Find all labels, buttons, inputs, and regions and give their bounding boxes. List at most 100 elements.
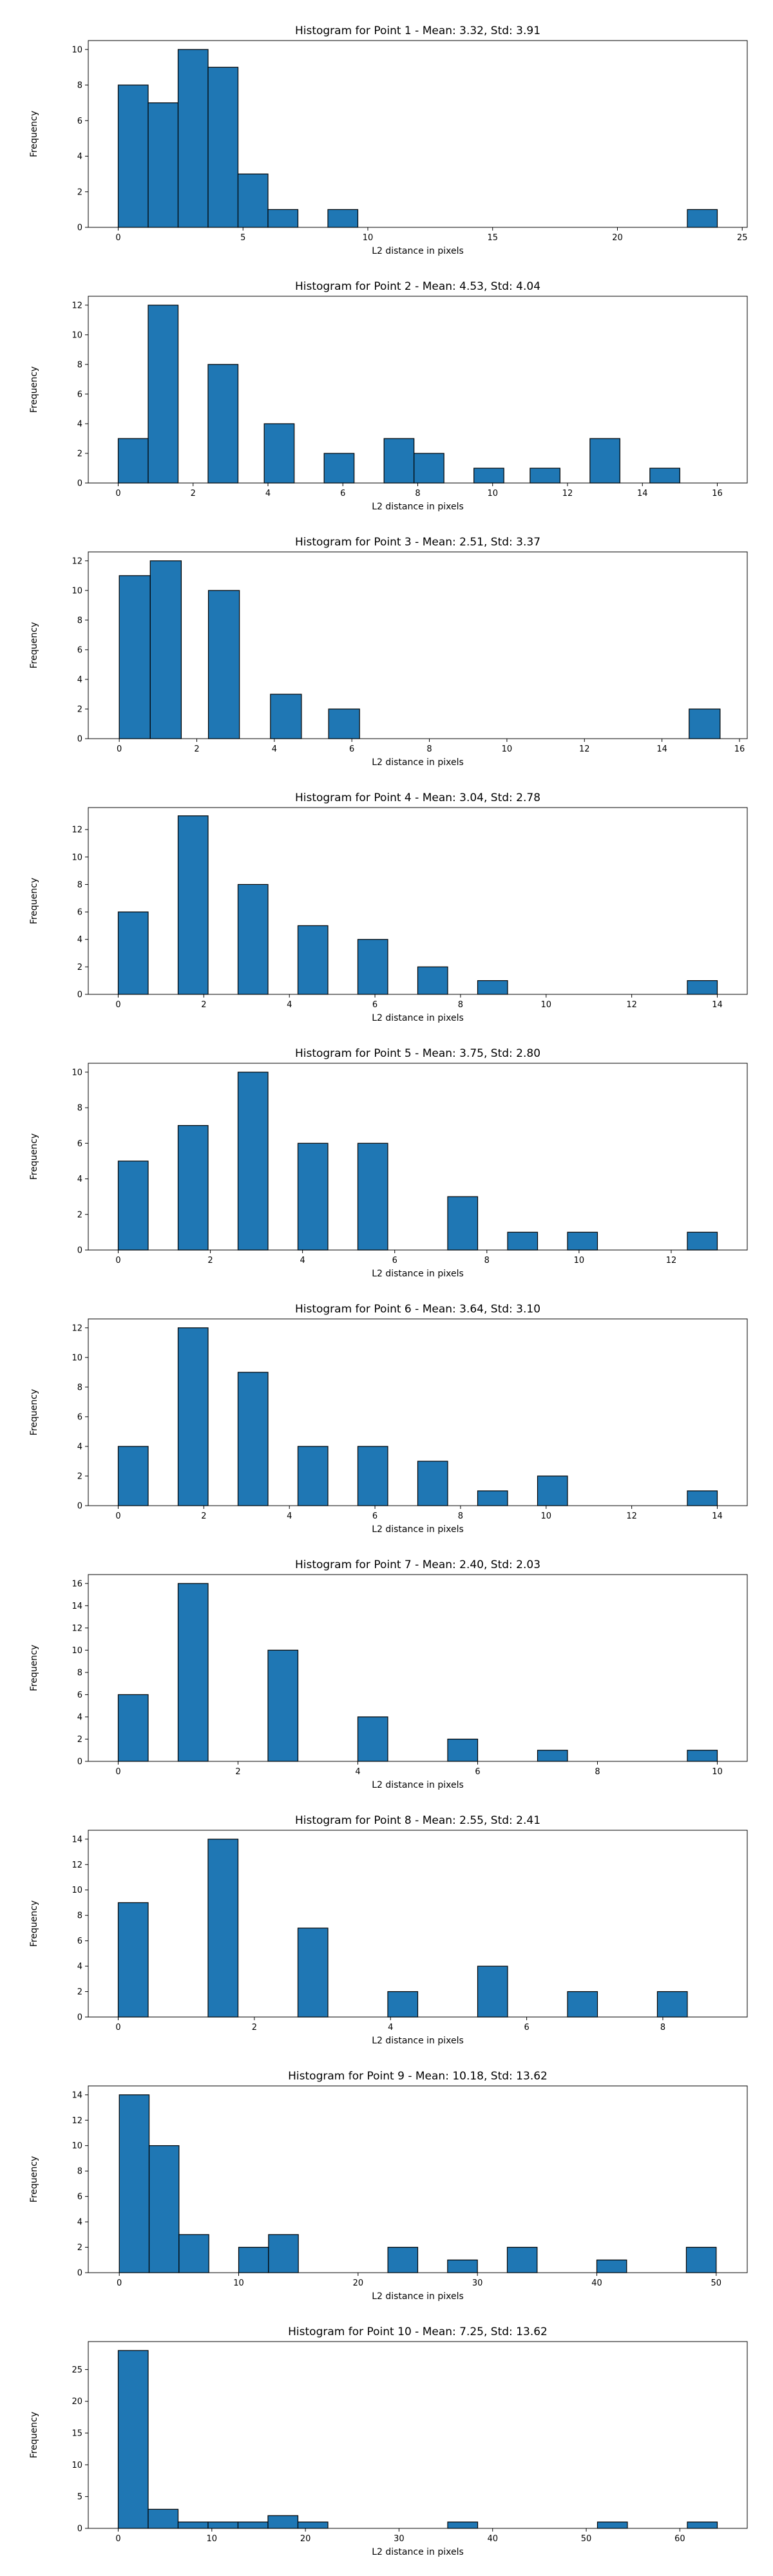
x-tick-label: 0 xyxy=(115,2023,120,2032)
histogram-bar xyxy=(119,2094,150,2273)
histogram-bar xyxy=(267,2515,299,2529)
histogram-bar xyxy=(117,1902,149,2018)
x-tick-label: 0 xyxy=(115,489,120,498)
plot-frame xyxy=(88,807,748,995)
x-tick-label: 8 xyxy=(484,1256,490,1265)
histogram-bar xyxy=(656,1991,688,2018)
x-tick-label: 10 xyxy=(502,744,513,754)
y-tick-label: 0 xyxy=(77,1246,82,1256)
histogram-bar xyxy=(537,1750,568,1762)
histogram-bar xyxy=(177,1125,209,1251)
x-tick-label: 10 xyxy=(541,1000,552,1010)
x-axis-label: L2 distance in pixels xyxy=(372,1013,464,1023)
histogram-bar xyxy=(649,468,680,484)
x-tick-label: 10 xyxy=(712,1767,723,1777)
y-tick-label: 0 xyxy=(77,735,82,744)
histogram-bar xyxy=(387,2246,419,2273)
x-tick-label: 6 xyxy=(475,1767,480,1777)
y-tick-label: 8 xyxy=(77,81,82,91)
chart-1: Histogram for Point 1 - Mean: 3.32, Std:… xyxy=(29,24,748,256)
x-axis-label: L2 distance in pixels xyxy=(372,2036,464,2046)
chart-title: Histogram for Point 8 - Mean: 2.55, Std:… xyxy=(295,1814,540,1827)
y-tick-label: 0 xyxy=(77,223,82,233)
x-tick-label: 6 xyxy=(372,1511,377,1521)
x-tick-label: 2 xyxy=(191,489,196,498)
histogram-bar xyxy=(117,84,149,228)
y-tick-label: 25 xyxy=(72,2365,82,2375)
y-tick-label: 10 xyxy=(72,1353,82,1363)
y-tick-label: 6 xyxy=(77,1412,82,1422)
plot-frame xyxy=(88,1830,748,2018)
y-tick-label: 15 xyxy=(72,2429,82,2439)
histogram-bar xyxy=(596,2259,627,2273)
y-tick-label: 14 xyxy=(72,1602,82,1611)
x-tick-label: 12 xyxy=(562,489,573,498)
histogram-bar xyxy=(447,2521,479,2529)
histogram-bar xyxy=(178,2234,209,2273)
chart-title: Histogram for Point 10 - Mean: 7.25, Std… xyxy=(288,2325,548,2338)
x-tick-label: 40 xyxy=(591,2278,602,2288)
x-axis-label: L2 distance in pixels xyxy=(372,1524,464,1535)
x-axis-label: L2 distance in pixels xyxy=(372,502,464,512)
x-tick-label: 10 xyxy=(574,1256,585,1265)
y-tick-label: 14 xyxy=(72,2090,82,2100)
histogram-bar xyxy=(417,1461,448,1506)
histogram-bar xyxy=(117,2350,149,2529)
histogram-bar xyxy=(237,1372,269,1506)
chart-4: Histogram for Point 4 - Mean: 3.04, Std:… xyxy=(29,791,748,1023)
x-tick-label: 8 xyxy=(595,1767,600,1777)
x-axis-label: L2 distance in pixels xyxy=(372,246,464,256)
histogram-bar xyxy=(177,2521,209,2529)
y-tick-label: 4 xyxy=(77,1442,82,1452)
plot-frame xyxy=(88,2341,748,2529)
x-tick-label: 0 xyxy=(117,2278,122,2288)
x-tick-label: 60 xyxy=(674,2534,685,2544)
y-tick-label: 12 xyxy=(72,2116,82,2126)
x-tick-label: 0 xyxy=(115,233,120,243)
histogram-bar xyxy=(567,1991,598,2018)
y-tick-label: 12 xyxy=(72,556,82,566)
x-tick-label: 30 xyxy=(394,2534,405,2544)
x-tick-label: 2 xyxy=(194,744,199,754)
plot-frame xyxy=(88,1063,748,1251)
histogram-bar xyxy=(687,1490,718,1506)
x-tick-label: 8 xyxy=(458,1000,463,1010)
x-tick-label: 10 xyxy=(207,2534,218,2544)
y-tick-label: 4 xyxy=(77,1712,82,1722)
x-tick-label: 14 xyxy=(656,744,667,754)
histogram-bar xyxy=(177,815,209,995)
histogram-bar xyxy=(297,2521,329,2529)
x-axis-label: L2 distance in pixels xyxy=(372,757,464,768)
histogram-bar xyxy=(473,468,504,484)
x-tick-label: 8 xyxy=(415,489,420,498)
x-tick-label: 0 xyxy=(115,1256,120,1265)
histogram-bar xyxy=(270,694,302,739)
x-tick-label: 12 xyxy=(666,1256,677,1265)
histogram-bar xyxy=(117,1160,149,1251)
y-tick-label: 10 xyxy=(72,2141,82,2151)
histogram-bar xyxy=(148,2508,179,2529)
x-tick-label: 2 xyxy=(235,1767,240,1777)
y-tick-label: 4 xyxy=(77,675,82,685)
histogram-bar xyxy=(149,560,182,739)
x-tick-label: 25 xyxy=(737,233,748,243)
y-tick-label: 12 xyxy=(72,301,82,310)
y-axis-label: Frequency xyxy=(29,878,39,924)
x-tick-label: 0 xyxy=(115,1767,120,1777)
x-tick-label: 14 xyxy=(637,489,648,498)
x-tick-label: 6 xyxy=(349,744,354,754)
y-tick-label: 12 xyxy=(72,1323,82,1333)
histogram-bar xyxy=(117,1446,149,1506)
histogram-bar xyxy=(238,2246,269,2273)
x-tick-label: 20 xyxy=(612,233,623,243)
y-tick-label: 2 xyxy=(77,449,82,459)
plot-frame xyxy=(88,1318,748,1506)
histogram-bar xyxy=(207,1839,239,2018)
x-tick-label: 0 xyxy=(115,1511,120,1521)
y-tick-label: 8 xyxy=(77,1104,82,1113)
histogram-bar xyxy=(237,884,269,995)
y-tick-label: 6 xyxy=(77,908,82,918)
histogram-bar xyxy=(417,966,448,995)
histogram-bar xyxy=(177,1327,209,1506)
histogram-bar xyxy=(357,1446,388,1506)
